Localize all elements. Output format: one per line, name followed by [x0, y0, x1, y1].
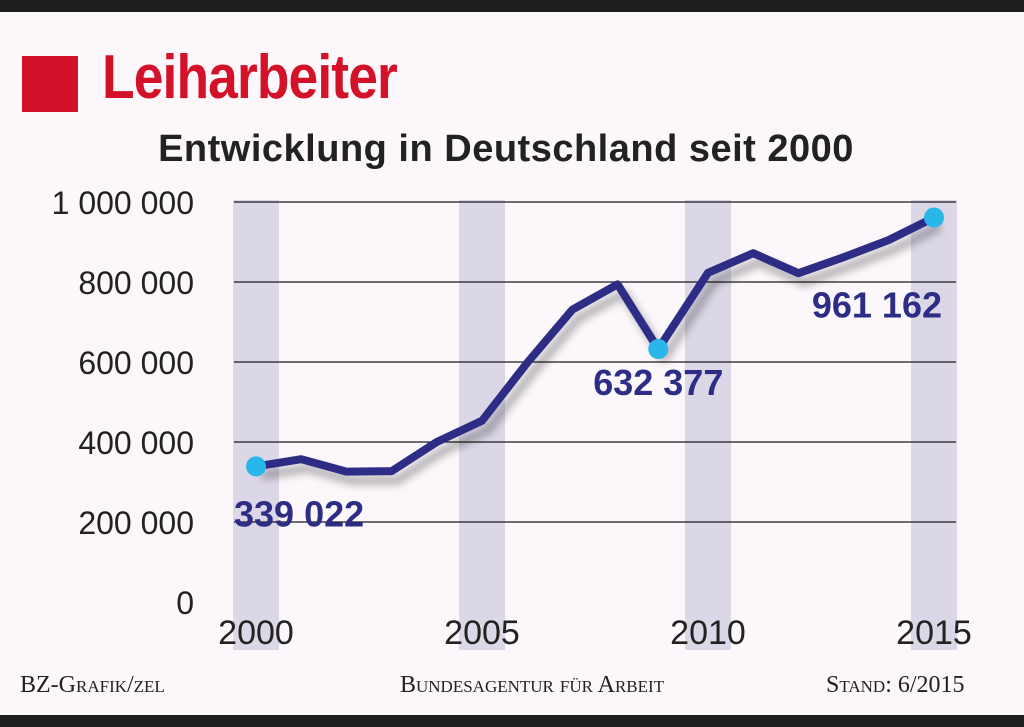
series-shadow	[261, 222, 943, 486]
y-tick-label: 0	[176, 585, 194, 621]
x-tick-label: 2005	[444, 614, 520, 652]
year-band-2015	[911, 200, 957, 650]
y-tick-label: 800 000	[78, 265, 194, 301]
data-point-marker	[924, 207, 944, 228]
x-tick-label: 2000	[218, 614, 294, 652]
x-tick-label: 2015	[896, 614, 972, 652]
title-marker	[22, 56, 78, 112]
chart-frame: Leiharbeiter Entwicklung in Deutschland …	[0, 12, 1024, 715]
chart-title: Leiharbeiter	[102, 43, 398, 112]
data-label: 961 162	[812, 285, 942, 326]
y-tick-label: 600 000	[78, 345, 194, 381]
y-tick-label: 400 000	[78, 425, 194, 461]
data-point-marker	[246, 456, 266, 477]
footer-source: Bundesagentur für Arbeit	[400, 672, 665, 698]
x-tick-label: 2010	[670, 614, 746, 652]
series-line-leiharbeiter	[252, 213, 938, 476]
footer-credit: BZ-Grafik/zel	[20, 672, 165, 698]
chart-subtitle: Entwicklung in Deutschland seit 2000	[158, 128, 854, 170]
data-point-marker	[648, 339, 669, 360]
data-label: 632 377	[593, 362, 723, 403]
line-chart: 0 200 000 400 000 600 000 800 000 1 000 000 2…	[52, 185, 972, 652]
y-tick-label: 200 000	[78, 505, 194, 541]
y-tick-label: 1 000 000	[52, 185, 194, 221]
data-label: 339 022	[234, 493, 364, 534]
year-band-2000	[233, 200, 279, 650]
footer-stand: Stand: 6/2015	[826, 672, 965, 698]
